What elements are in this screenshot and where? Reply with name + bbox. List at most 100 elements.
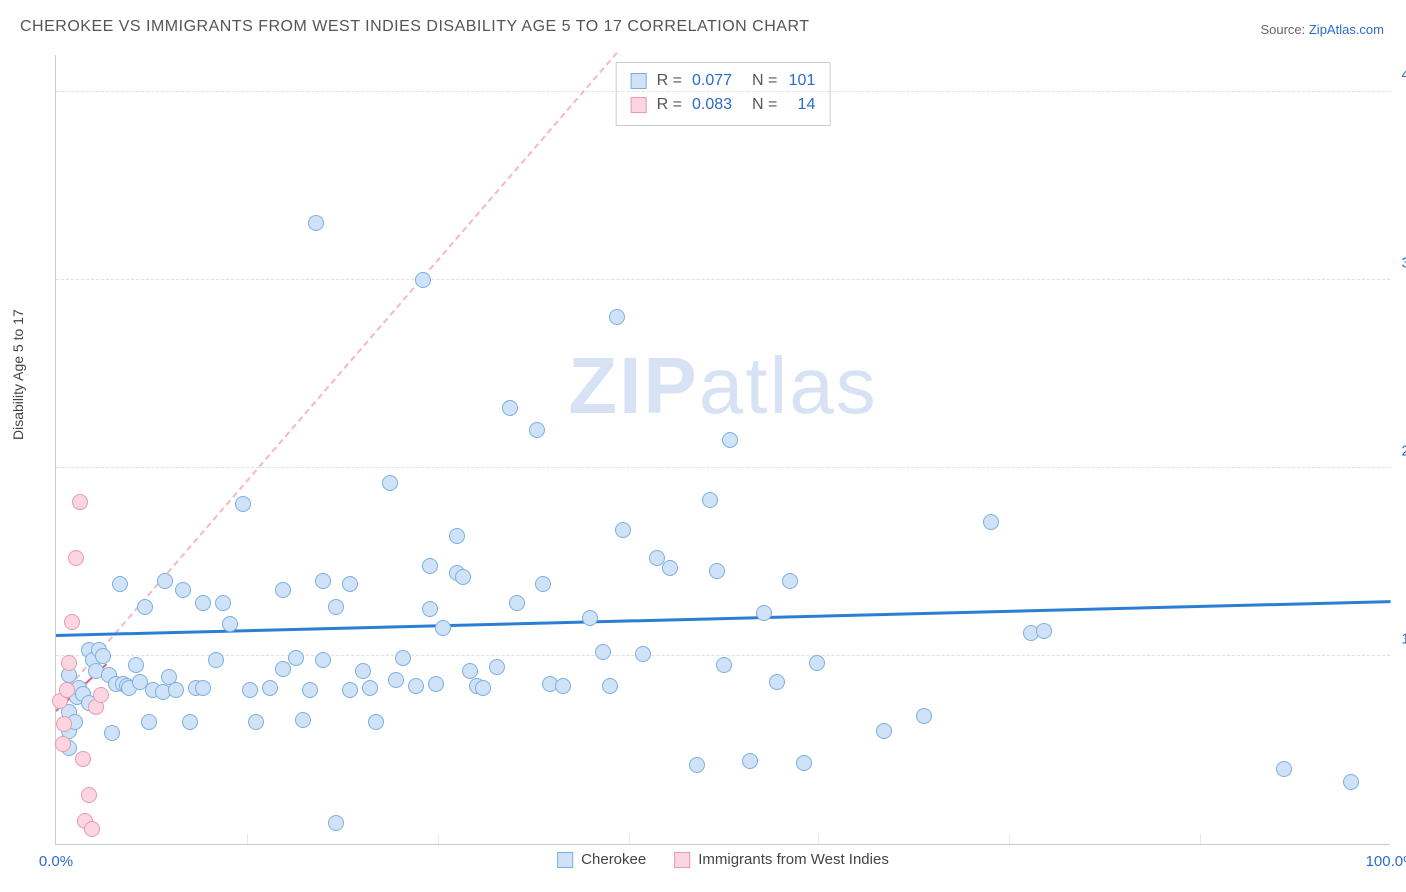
source-link[interactable]: ZipAtlas.com: [1309, 22, 1384, 37]
scatter-marker: [689, 757, 705, 773]
scatter-marker: [595, 644, 611, 660]
scatter-marker: [408, 678, 424, 694]
scatter-marker: [415, 272, 431, 288]
scatter-marker: [112, 576, 128, 592]
scatter-marker: [716, 657, 732, 673]
source-attribution: Source: ZipAtlas.com: [1260, 22, 1384, 37]
scatter-marker: [56, 716, 72, 732]
r-label-2: R =: [657, 93, 682, 117]
scatter-marker: [509, 595, 525, 611]
scatter-marker: [128, 657, 144, 673]
scatter-marker: [75, 751, 91, 767]
scatter-marker: [242, 682, 258, 698]
scatter-marker: [342, 576, 358, 592]
scatter-marker: [368, 714, 384, 730]
scatter-marker: [809, 655, 825, 671]
scatter-marker: [61, 655, 77, 671]
n-label: N =: [752, 69, 777, 93]
scatter-marker: [489, 659, 505, 675]
y-tick-label: 40.0%: [1401, 66, 1406, 83]
scatter-marker: [609, 309, 625, 325]
x-tick-label: 0.0%: [39, 853, 73, 870]
scatter-marker: [68, 550, 84, 566]
scatter-marker: [983, 514, 999, 530]
scatter-marker: [428, 676, 444, 692]
scatter-marker: [1276, 761, 1292, 777]
scatter-marker: [328, 599, 344, 615]
gridline-v: [629, 834, 630, 844]
scatter-marker: [462, 663, 478, 679]
scatter-marker: [262, 680, 278, 696]
scatter-marker: [1036, 623, 1052, 639]
legend-item-1: Cherokee: [557, 851, 646, 868]
scatter-marker: [81, 787, 97, 803]
scatter-marker: [449, 528, 465, 544]
legend-item-2: Immigrants from West Indies: [674, 851, 889, 868]
scatter-marker: [502, 400, 518, 416]
legend-swatch-blue: [557, 852, 573, 868]
scatter-marker: [769, 674, 785, 690]
stats-swatch-blue: [631, 73, 647, 89]
gridline-h: [56, 279, 1390, 280]
scatter-marker: [137, 599, 153, 615]
gridline-v: [1200, 834, 1201, 844]
scatter-marker: [876, 723, 892, 739]
scatter-marker: [157, 573, 173, 589]
watermark-bold: ZIP: [568, 341, 698, 430]
scatter-marker: [662, 560, 678, 576]
gridline-v: [1009, 834, 1010, 844]
scatter-marker: [168, 682, 184, 698]
scatter-marker: [295, 712, 311, 728]
gridline-v: [818, 834, 819, 844]
scatter-marker: [104, 725, 120, 741]
scatter-marker: [722, 432, 738, 448]
scatter-marker: [215, 595, 231, 611]
scatter-marker: [602, 678, 618, 694]
scatter-marker: [916, 708, 932, 724]
n-label-2: N =: [752, 93, 777, 117]
watermark: ZIPatlas: [568, 340, 877, 432]
scatter-marker: [756, 605, 772, 621]
stats-row-series1: R = 0.077 N = 101: [631, 69, 816, 93]
bottom-legend: Cherokee Immigrants from West Indies: [557, 851, 889, 868]
legend-label-1: Cherokee: [581, 851, 646, 868]
r-value-1: 0.077: [692, 69, 742, 93]
scatter-marker: [582, 610, 598, 626]
stats-box: R = 0.077 N = 101 R = 0.083 N = 14: [616, 62, 831, 126]
scatter-marker: [72, 494, 88, 510]
scatter-marker: [555, 678, 571, 694]
scatter-marker: [275, 661, 291, 677]
n-value-1: 101: [787, 69, 815, 93]
scatter-marker: [342, 682, 358, 698]
gridline-h: [56, 655, 1390, 656]
legend-swatch-pink: [674, 852, 690, 868]
r-value-2: 0.083: [692, 93, 742, 117]
scatter-marker: [355, 663, 371, 679]
r-label: R =: [657, 69, 682, 93]
scatter-marker: [328, 815, 344, 831]
scatter-marker: [535, 576, 551, 592]
y-tick-label: 10.0%: [1401, 630, 1406, 647]
gridline-v: [247, 834, 248, 844]
scatter-marker: [195, 680, 211, 696]
source-label: Source:: [1260, 22, 1308, 37]
scatter-marker: [422, 601, 438, 617]
scatter-marker: [388, 672, 404, 688]
scatter-marker: [702, 492, 718, 508]
scatter-marker: [64, 614, 80, 630]
scatter-marker: [315, 652, 331, 668]
stats-swatch-pink: [631, 97, 647, 113]
scatter-marker: [182, 714, 198, 730]
scatter-marker: [248, 714, 264, 730]
scatter-marker: [635, 646, 651, 662]
scatter-marker: [275, 582, 291, 598]
stats-row-series2: R = 0.083 N = 14: [631, 93, 816, 117]
legend-label-2: Immigrants from West Indies: [698, 851, 889, 868]
scatter-marker: [93, 687, 109, 703]
watermark-rest: atlas: [699, 341, 878, 430]
scatter-marker: [222, 616, 238, 632]
n-value-2: 14: [787, 93, 815, 117]
trend-line-blue: [56, 600, 1391, 637]
scatter-marker: [709, 563, 725, 579]
scatter-marker: [422, 558, 438, 574]
